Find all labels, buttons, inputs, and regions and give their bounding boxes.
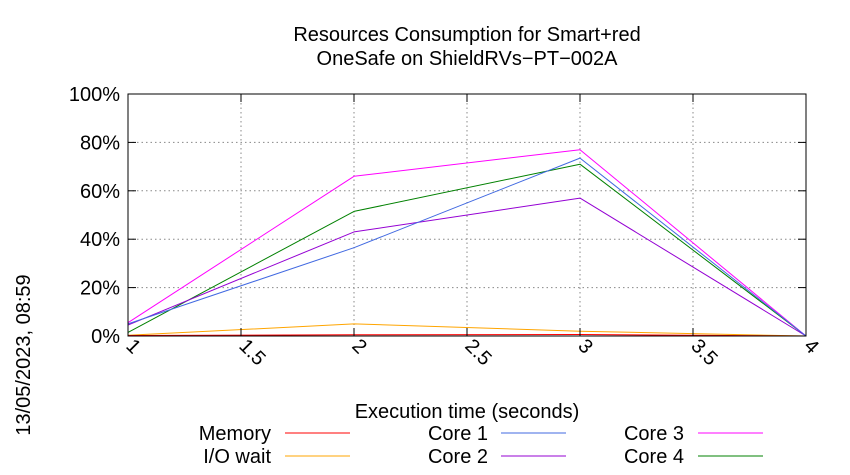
x-axis-label: Execution time (seconds) xyxy=(355,401,580,423)
y-tick-label: 60% xyxy=(80,181,120,203)
series-line-core-2 xyxy=(127,197,807,337)
x-tick-label: 2.5 xyxy=(460,335,495,370)
y-tick-label: 80% xyxy=(80,132,120,154)
chart-title-line-1: Resources Consumption for Smart+red xyxy=(293,24,640,46)
x-tick-label: 3 xyxy=(573,335,596,358)
legend-label-memory: Memory xyxy=(199,423,271,445)
series-line-core-1 xyxy=(127,157,807,337)
y-tick-label: 40% xyxy=(80,229,120,251)
legend-label-core-2: Core 2 xyxy=(428,446,488,468)
legend-label-core-3: Core 3 xyxy=(624,423,684,445)
y-tick-label: 100% xyxy=(69,84,120,106)
y-axis: 0% 20% 40% 60% 80% 100% xyxy=(69,84,806,348)
series-line-core-3 xyxy=(127,149,807,337)
x-tick-label: 3.5 xyxy=(686,335,721,370)
series-line-core-4 xyxy=(127,163,807,337)
x-tick-label: 1 xyxy=(121,335,144,358)
timestamp-label: 13/05/2023, 08:59 xyxy=(13,274,35,435)
chart-title-line-2: OneSafe on ShieldRVs−PT−002A xyxy=(317,48,619,70)
y-tick-label: 0% xyxy=(91,326,120,348)
x-axis: 1 1.5 2 2.5 3 3.5 4 xyxy=(121,94,823,370)
x-tick-label: 1.5 xyxy=(234,335,269,370)
x-tick-label: 2 xyxy=(347,335,370,358)
y-tick-label: 20% xyxy=(80,278,120,300)
x-tick-label: 4 xyxy=(799,335,822,358)
legend-label-core-4: Core 4 xyxy=(624,446,684,468)
grid-layer xyxy=(128,94,806,336)
legend-label-i-o-wait: I/O wait xyxy=(203,446,271,468)
legend-label-core-1: Core 1 xyxy=(428,423,488,445)
